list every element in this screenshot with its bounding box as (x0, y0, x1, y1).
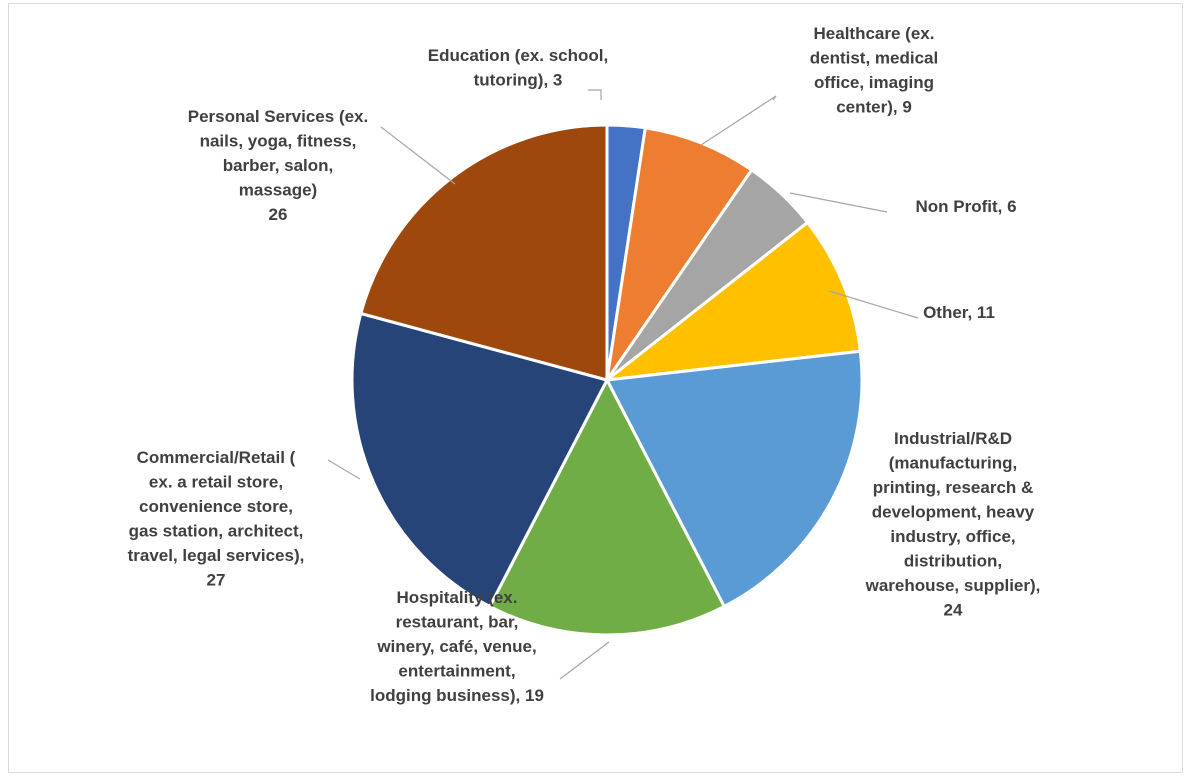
data-label-line: ex. a retail store, (149, 473, 283, 492)
data-label-line: printing, research & (873, 478, 1034, 497)
data-label: Education (ex. school, tutoring), 3 (428, 46, 608, 90)
data-label: Industrial/R&D (manufacturing, printing, r… (865, 429, 1041, 620)
data-label-line: development, heavy (872, 503, 1035, 522)
data-label-line: restaurant, bar, (396, 613, 519, 632)
pie-slice (605, 126, 754, 381)
pie-slice (487, 376, 727, 637)
data-label-line: (manufacturing, (889, 454, 1017, 473)
data-label-line: nails, yoga, fitness, (200, 132, 357, 151)
leader-line (828, 290, 919, 319)
leader-line (327, 459, 361, 480)
leader-line (588, 89, 602, 100)
data-label-line: tutoring), 3 (474, 71, 563, 90)
data-label-line: entertainment, (398, 662, 515, 681)
data-label-line: center), 9 (836, 98, 912, 117)
pie-slice (604, 349, 864, 609)
data-label-line: massage) (239, 181, 317, 200)
data-label-line: convenience store, (139, 497, 293, 516)
data-label-line: lodging business), 19 (370, 686, 544, 705)
leader-line (789, 192, 888, 213)
data-label: Hospitality (ex. restaurant, bar, winery, … (370, 588, 544, 705)
data-label-line: dentist, medical (810, 49, 938, 68)
data-label-line: Education (ex. school, (428, 46, 608, 65)
leader-line (700, 95, 777, 146)
data-label-line: Non Profit, 6 (915, 197, 1016, 216)
data-label-line: travel, legal services), (128, 546, 305, 565)
data-label-line: winery, café, venue, (376, 637, 536, 656)
data-label: Other, 11 (923, 303, 995, 322)
data-label: Commercial/Retail ( ex. a retail store, co… (128, 448, 305, 590)
data-label-line: gas station, architect, (129, 522, 304, 541)
data-label-line: distribution, (904, 552, 1002, 571)
data-label: Healthcare (ex. dentist, medical office, i… (810, 24, 938, 117)
data-label-line: office, imaging (814, 73, 934, 92)
leader-line (559, 641, 610, 680)
data-label-line: barber, salon, (223, 156, 334, 175)
data-label: Non Profit, 6 (915, 197, 1016, 216)
data-label-line: 27 (207, 571, 226, 590)
pie-slice (358, 123, 609, 382)
leader-line (380, 126, 456, 185)
data-label-line: Healthcare (ex. (814, 24, 935, 43)
data-label-line: Hospitality (ex. (397, 588, 518, 607)
pie-slice (601, 220, 863, 383)
data-label-line: Commercial/Retail ( (137, 448, 296, 467)
data-label-line: Personal Services (ex. (188, 107, 369, 126)
pie-slices (350, 123, 864, 637)
data-labels: Education (ex. school, tutoring), 3 Health… (128, 24, 1041, 705)
data-label-line: Industrial/R&D (894, 429, 1012, 448)
data-label-line: 24 (944, 601, 963, 620)
pie-slice (350, 311, 610, 609)
data-label-line: 26 (269, 205, 288, 224)
data-label-line: warehouse, supplier), (865, 576, 1041, 595)
data-label: Personal Services (ex. nails, yoga, fitne… (188, 107, 369, 224)
leader-lines (327, 89, 919, 680)
data-label-line: Other, 11 (923, 303, 995, 322)
data-label-line: industry, office, (890, 527, 1015, 546)
